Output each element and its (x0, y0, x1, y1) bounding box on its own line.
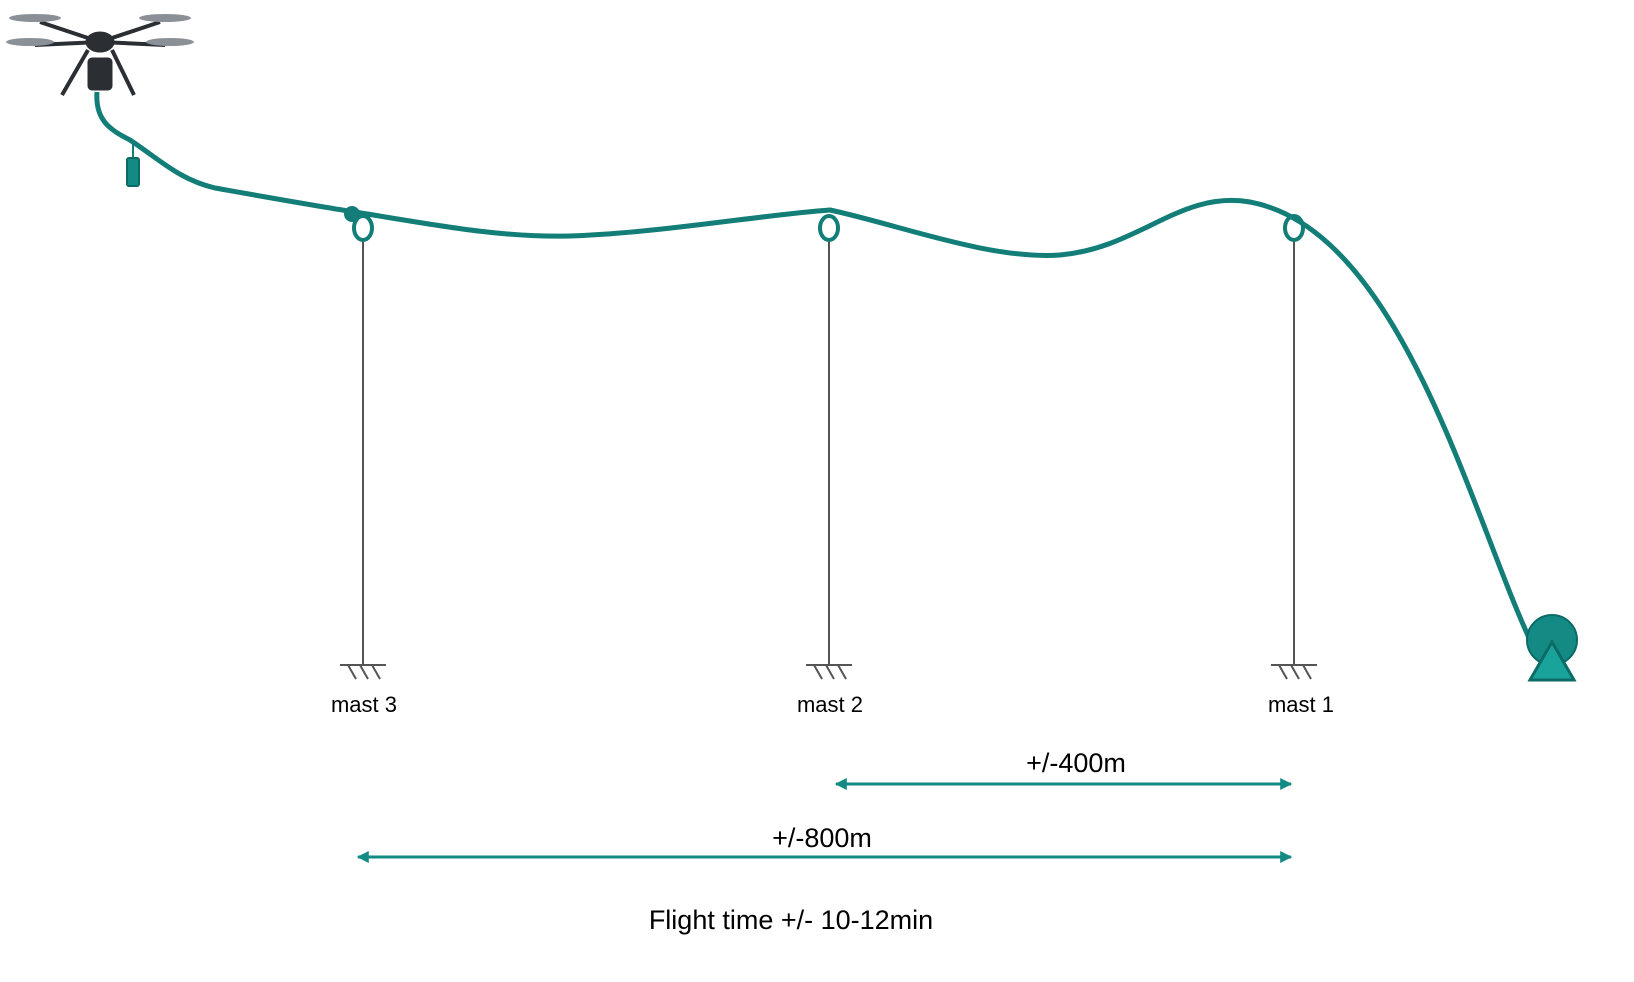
mast-label: mast 1 (1268, 692, 1334, 717)
drone (6, 14, 194, 97)
mast (806, 214, 852, 680)
caption: Flight time +/- 10-12min (649, 905, 933, 935)
tether-cable (94, 91, 1533, 642)
weight (126, 157, 140, 187)
distance-label: +/-400m (1026, 748, 1126, 778)
mast (1271, 214, 1317, 680)
mast-label: mast 2 (797, 692, 863, 717)
mast (340, 214, 386, 680)
mast-label: mast 3 (331, 692, 397, 717)
winch (1526, 614, 1578, 682)
distance-label: +/-800m (772, 823, 872, 853)
